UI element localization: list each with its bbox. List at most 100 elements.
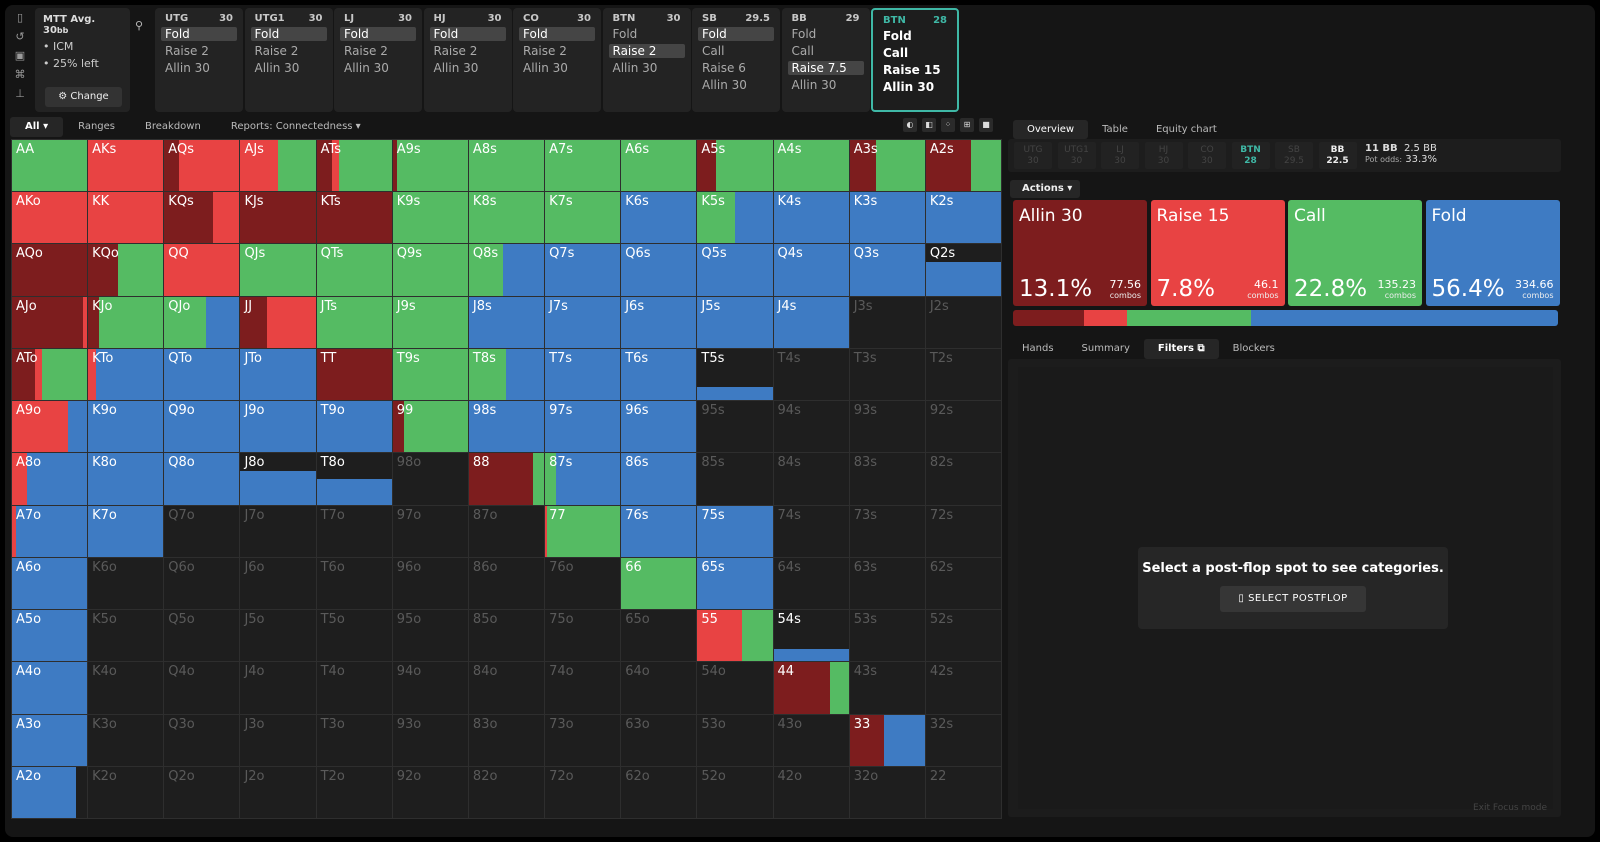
position-action[interactable]: Allin 30 (791, 78, 837, 92)
hand-cell[interactable]: K3s (849, 192, 925, 244)
hand-cell[interactable]: 87s (545, 453, 621, 505)
hand-cell[interactable]: 43s (849, 662, 925, 714)
hand-cell[interactable]: 62o (621, 766, 697, 818)
hand-cell[interactable]: 32s (925, 714, 1001, 766)
hand-cell[interactable]: KJo (88, 296, 164, 348)
hand-cell[interactable]: 63o (621, 714, 697, 766)
tab-blockers[interactable]: Blockers (1232, 343, 1275, 354)
hand-cell[interactable]: K5o (88, 610, 164, 662)
hand-cell[interactable]: Q5s (697, 244, 773, 296)
position-action[interactable]: Call (791, 44, 814, 58)
hand-cell[interactable]: QTs (316, 244, 392, 296)
save-icon[interactable]: ▣ (14, 49, 26, 62)
hand-cell[interactable]: A7s (545, 140, 621, 192)
hand-cell[interactable]: ATo (12, 348, 88, 401)
hand-cell[interactable]: 95s (697, 401, 773, 453)
position-action[interactable]: Allin 30 (254, 61, 300, 75)
hand-cell[interactable]: J7s (545, 296, 621, 348)
hand-cell[interactable]: KK (88, 192, 164, 244)
hand-cell[interactable]: A6o (12, 557, 88, 610)
hand-cell[interactable]: 96s (621, 401, 697, 453)
tab-overview[interactable]: Overview (1013, 120, 1089, 139)
hand-cell[interactable]: 52o (697, 766, 773, 818)
hand-cell[interactable]: 98o (392, 453, 468, 505)
strip-position-btn[interactable]: BTN 28 (1231, 142, 1270, 169)
hand-cell[interactable]: KTs (316, 192, 392, 244)
strip-position-bb[interactable]: BB 22.5 (1318, 142, 1357, 169)
hand-cell[interactable]: 87o (468, 505, 545, 557)
hand-cell[interactable]: A4o (12, 662, 88, 714)
position-action[interactable]: Allin 30 (165, 61, 210, 75)
hand-cell[interactable]: Q2o (164, 766, 240, 818)
hand-cell[interactable]: 97o (392, 505, 468, 557)
hand-cell[interactable]: A2s (925, 140, 1001, 192)
hand-cell[interactable]: T9s (392, 348, 468, 401)
hand-cell[interactable]: J7o (240, 505, 316, 557)
hand-cell[interactable]: K6o (88, 557, 164, 610)
hand-cell[interactable]: J3o (240, 714, 316, 766)
view-icon-4[interactable]: ⊞ (960, 118, 974, 132)
hand-cell[interactable]: 74s (773, 505, 849, 557)
hand-cell[interactable]: K6s (621, 192, 697, 244)
position-card-co[interactable]: CO 30 Fold Raise 2 Allin 30 (513, 8, 601, 112)
hand-cell[interactable]: JTs (316, 296, 392, 348)
hand-cell[interactable]: 75s (697, 505, 773, 557)
strip-position-sb[interactable]: SB 29.5 (1275, 142, 1313, 169)
hand-cell[interactable]: 84s (773, 453, 849, 505)
hand-cell[interactable]: K4s (773, 192, 849, 244)
position-action[interactable]: Fold (519, 27, 595, 41)
gamepad-icon[interactable]: ⌘ (14, 68, 26, 81)
position-card-sb[interactable]: SB 29.5 Fold Call Raise 6 Allin 30 (692, 8, 780, 112)
hand-cell[interactable]: J2o (240, 766, 316, 818)
hand-cell[interactable]: 62s (925, 557, 1001, 610)
history-icon[interactable]: ↺ (15, 30, 25, 43)
hand-cell[interactable]: 86o (468, 557, 545, 610)
hand-cell[interactable]: 53o (697, 714, 773, 766)
hand-cell[interactable]: 76s (621, 505, 697, 557)
action-card-raise-15[interactable]: Raise 15 7.8% 46.1 combos (1150, 200, 1285, 306)
hand-cell[interactable]: AKs (88, 140, 164, 192)
hand-cell[interactable]: K5s (697, 192, 773, 244)
hand-cell[interactable]: 83s (849, 453, 925, 505)
hand-cell[interactable]: J2s (925, 296, 1001, 348)
hand-cell[interactable]: J8o (240, 453, 316, 505)
hand-cell[interactable]: J5s (697, 296, 773, 348)
hand-cell[interactable]: 94o (392, 662, 468, 714)
hand-cell[interactable]: 92s (925, 401, 1001, 453)
tab-table[interactable]: Table (1102, 124, 1128, 135)
hand-cell[interactable]: A3o (12, 714, 88, 766)
hand-cell[interactable]: 33 (849, 714, 925, 766)
strip-position-utg[interactable]: UTG 30 (1014, 142, 1052, 169)
hand-cell[interactable]: T3s (849, 348, 925, 401)
position-action[interactable]: Allin 30 (523, 61, 568, 75)
hand-cell[interactable]: Q6o (164, 557, 240, 610)
position-action[interactable]: Fold (250, 27, 327, 41)
select-postflop-button[interactable]: ▯ SELECT POSTFLOP (1220, 586, 1366, 612)
hand-cell[interactable]: A4s (773, 140, 849, 192)
position-action[interactable]: Raise 6 (702, 61, 746, 75)
hand-cell[interactable]: T5o (316, 610, 392, 662)
hand-cell[interactable]: 53s (849, 610, 925, 662)
hand-cell[interactable]: Q5o (164, 610, 240, 662)
hand-cell[interactable]: K3o (88, 714, 164, 766)
view-icon-5[interactable]: ■ (979, 118, 993, 132)
hand-cell[interactable]: 22 (925, 766, 1001, 818)
hand-cell[interactable]: QJs (240, 244, 316, 296)
view-icon-2[interactable]: ◧ (922, 118, 936, 132)
bookmark-icon[interactable]: ▯ (16, 11, 24, 24)
hand-cell[interactable]: A5s (697, 140, 773, 192)
position-action[interactable]: Fold (340, 27, 416, 41)
hand-cell[interactable]: J9o (240, 401, 316, 453)
position-action[interactable]: Raise 2 (254, 44, 299, 58)
hand-cell[interactable]: 42o (773, 766, 849, 818)
hand-cell[interactable]: AQs (164, 140, 240, 192)
change-button[interactable]: ⚙ Change (45, 87, 122, 107)
hand-cell[interactable]: 32o (849, 766, 925, 818)
hand-cell[interactable]: AKo (12, 192, 88, 244)
hand-cell[interactable]: J4o (240, 662, 316, 714)
hand-cell[interactable]: 65o (621, 610, 697, 662)
hand-cell[interactable]: AA (12, 140, 88, 192)
hand-cell[interactable]: AJs (240, 140, 316, 192)
hand-cell[interactable]: Q3s (849, 244, 925, 296)
hand-cell[interactable]: 74o (545, 662, 621, 714)
